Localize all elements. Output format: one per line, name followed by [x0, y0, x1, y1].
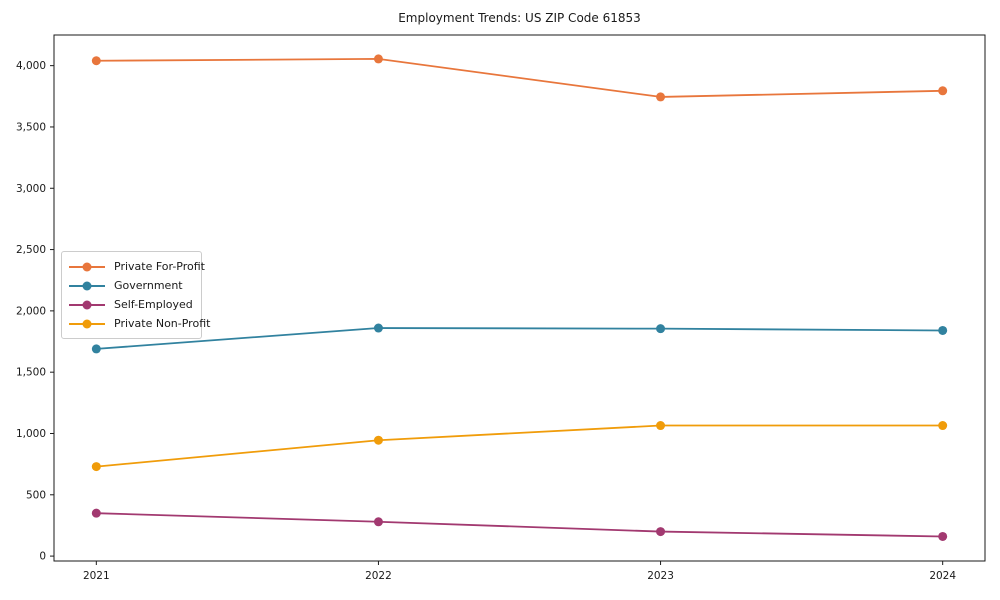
data-point-government	[656, 324, 666, 334]
y-axis-tick-label: 2,000	[16, 305, 46, 317]
y-axis-tick-label: 0	[39, 551, 46, 563]
legend-marker-icon	[69, 262, 105, 271]
legend-marker-icon	[69, 300, 105, 309]
legend-item-private-non-profit: Private Non-Profit	[68, 314, 210, 333]
y-axis-tick-label: 2,500	[16, 244, 46, 256]
data-point-self-employed	[938, 531, 948, 541]
legend-marker-icon	[69, 281, 105, 290]
data-point-private-non-profit	[91, 462, 101, 472]
axes-frame	[53, 34, 986, 562]
data-point-self-employed	[91, 508, 101, 518]
chart-title: Employment Trends: US ZIP Code 61853	[398, 11, 641, 25]
data-point-private-non-profit	[373, 435, 383, 445]
series-line-private-for-profit	[95, 58, 944, 98]
y-axis-tick-label: 500	[26, 489, 46, 501]
y-axis-tick-label: 3,000	[16, 183, 46, 195]
x-axis-tick-label: 2023	[647, 570, 674, 582]
legend-item-private-for-profit: Private For-Profit	[68, 257, 205, 276]
data-point-private-for-profit	[656, 92, 666, 102]
data-point-private-non-profit	[938, 421, 948, 431]
legend-item-label: Private For-Profit	[114, 260, 205, 273]
legend-item-label: Private Non-Profit	[114, 317, 211, 330]
x-axis-tick-label: 2024	[929, 570, 956, 582]
data-point-government	[373, 323, 383, 333]
series-line-self-employed	[95, 512, 944, 538]
y-axis-tick-label: 4,000	[16, 60, 46, 72]
data-point-private-for-profit	[91, 56, 101, 66]
legend-item-self-employed: Self-Employed	[68, 295, 193, 314]
y-axis-tick-label: 1,500	[16, 367, 46, 379]
series-line-private-non-profit	[95, 424, 944, 468]
y-axis-tick-label: 3,500	[16, 121, 46, 133]
legend-item-label: Self-Employed	[114, 298, 193, 311]
legend: Private For-Profit Government Self-Employe…	[61, 251, 210, 339]
x-axis-tick-label: 2021	[83, 570, 110, 582]
legend-item-label: Government	[114, 279, 183, 292]
data-point-self-employed	[656, 527, 666, 537]
y-axis-tick-label: 1,000	[16, 428, 46, 440]
legend-item-government: Government	[68, 276, 190, 295]
legend-marker-icon	[69, 319, 105, 328]
series-line-government	[95, 327, 944, 350]
data-point-private-non-profit	[656, 421, 666, 431]
data-point-private-for-profit	[938, 86, 948, 96]
data-point-government	[91, 344, 101, 354]
data-point-government	[938, 325, 948, 335]
x-axis-tick-label: 2022	[365, 570, 392, 582]
data-point-private-for-profit	[373, 54, 383, 64]
data-point-self-employed	[373, 517, 383, 527]
